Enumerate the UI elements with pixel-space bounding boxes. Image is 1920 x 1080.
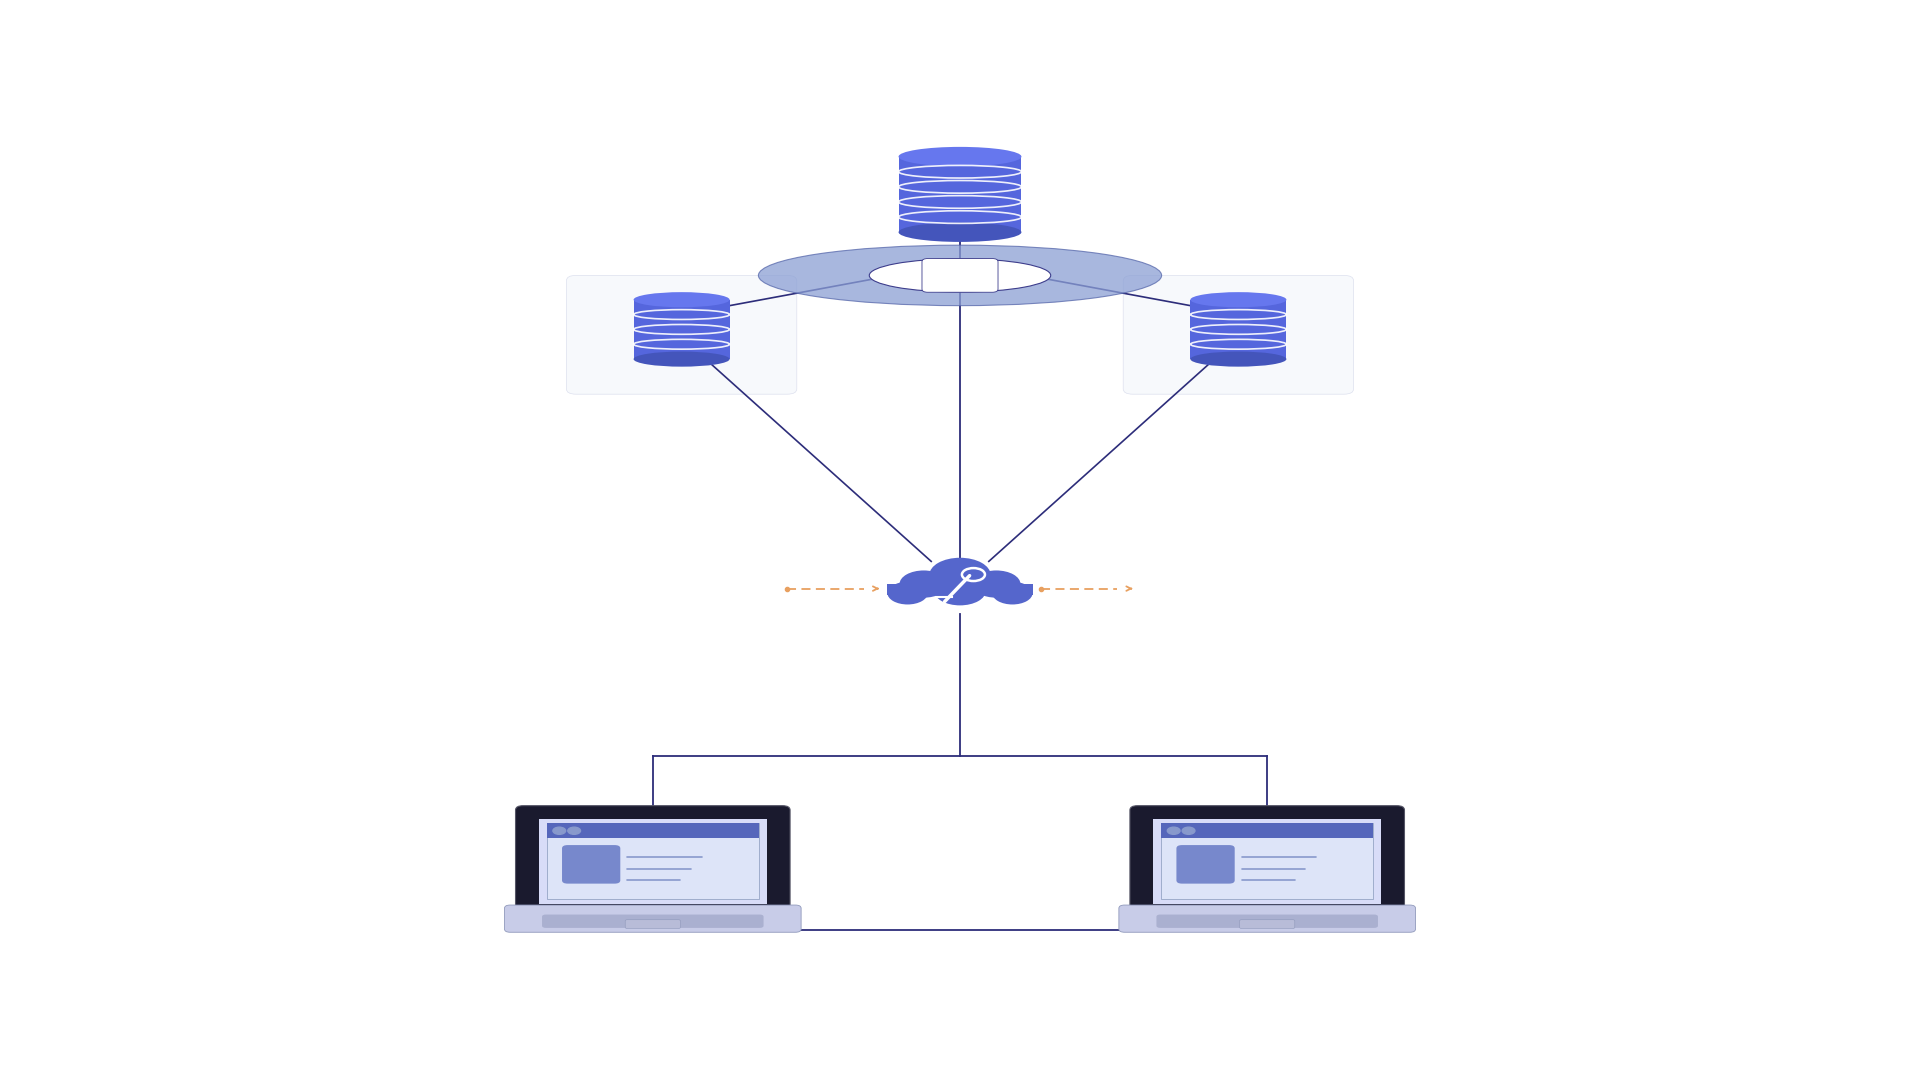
FancyBboxPatch shape (626, 920, 680, 929)
FancyBboxPatch shape (541, 915, 764, 928)
FancyBboxPatch shape (1240, 920, 1294, 929)
Ellipse shape (899, 222, 1021, 242)
Ellipse shape (1190, 293, 1286, 308)
Polygon shape (1190, 299, 1286, 359)
Ellipse shape (758, 245, 1162, 306)
FancyBboxPatch shape (1162, 823, 1373, 838)
FancyBboxPatch shape (1154, 819, 1380, 904)
FancyBboxPatch shape (922, 258, 998, 293)
Circle shape (972, 570, 1021, 597)
Circle shape (929, 557, 991, 592)
FancyBboxPatch shape (547, 823, 758, 838)
Polygon shape (634, 299, 730, 359)
Circle shape (899, 570, 948, 597)
Circle shape (1183, 827, 1194, 835)
FancyBboxPatch shape (1156, 915, 1379, 928)
Circle shape (887, 582, 927, 605)
Polygon shape (887, 584, 1033, 595)
FancyBboxPatch shape (540, 819, 766, 904)
Ellipse shape (870, 259, 1050, 292)
FancyBboxPatch shape (1177, 845, 1235, 883)
Polygon shape (899, 157, 1021, 232)
FancyBboxPatch shape (505, 905, 801, 932)
Ellipse shape (1190, 352, 1286, 366)
FancyBboxPatch shape (1123, 275, 1354, 394)
FancyBboxPatch shape (1129, 806, 1405, 917)
Circle shape (568, 827, 580, 835)
Ellipse shape (899, 147, 1021, 166)
FancyBboxPatch shape (547, 823, 758, 900)
Circle shape (1167, 827, 1181, 835)
FancyBboxPatch shape (566, 275, 797, 394)
Circle shape (553, 827, 566, 835)
FancyBboxPatch shape (515, 806, 791, 917)
FancyBboxPatch shape (1119, 905, 1415, 932)
Circle shape (993, 582, 1033, 605)
Circle shape (935, 577, 985, 606)
Ellipse shape (634, 352, 730, 366)
FancyBboxPatch shape (1162, 823, 1373, 900)
Ellipse shape (634, 293, 730, 308)
FancyBboxPatch shape (563, 845, 620, 883)
